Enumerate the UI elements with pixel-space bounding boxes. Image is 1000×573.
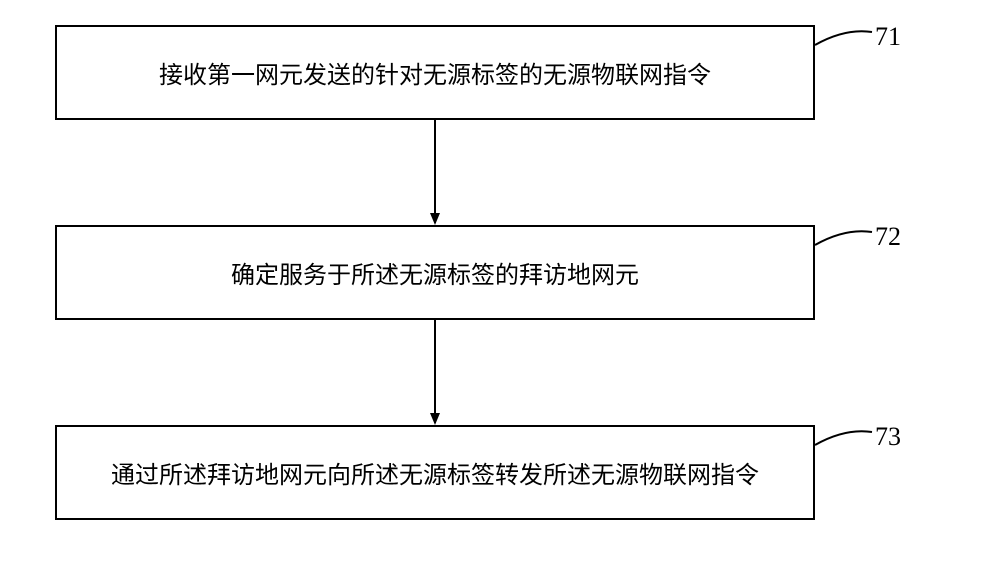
flow-step-step73: 通过所述拜访地网元向所述无源标签转发所述无源物联网指令 (55, 425, 815, 520)
callout-step72 (815, 231, 872, 245)
flow-step-text: 确定服务于所述无源标签的拜访地网元 (231, 255, 639, 290)
flow-step-text: 通过所述拜访地网元向所述无源标签转发所述无源物联网指令 (111, 455, 759, 490)
flow-step-step72: 确定服务于所述无源标签的拜访地网元 (55, 225, 815, 320)
flowchart-canvas: 接收第一网元发送的针对无源标签的无源物联网指令确定服务于所述无源标签的拜访地网元… (0, 0, 1000, 573)
step-number-71: 71 (875, 22, 901, 52)
flow-step-text: 接收第一网元发送的针对无源标签的无源物联网指令 (159, 55, 711, 90)
step-number-72: 72 (875, 222, 901, 252)
step-number-73: 73 (875, 422, 901, 452)
callout-step71 (815, 31, 872, 45)
flow-step-step71: 接收第一网元发送的针对无源标签的无源物联网指令 (55, 25, 815, 120)
callout-step73 (815, 431, 872, 445)
